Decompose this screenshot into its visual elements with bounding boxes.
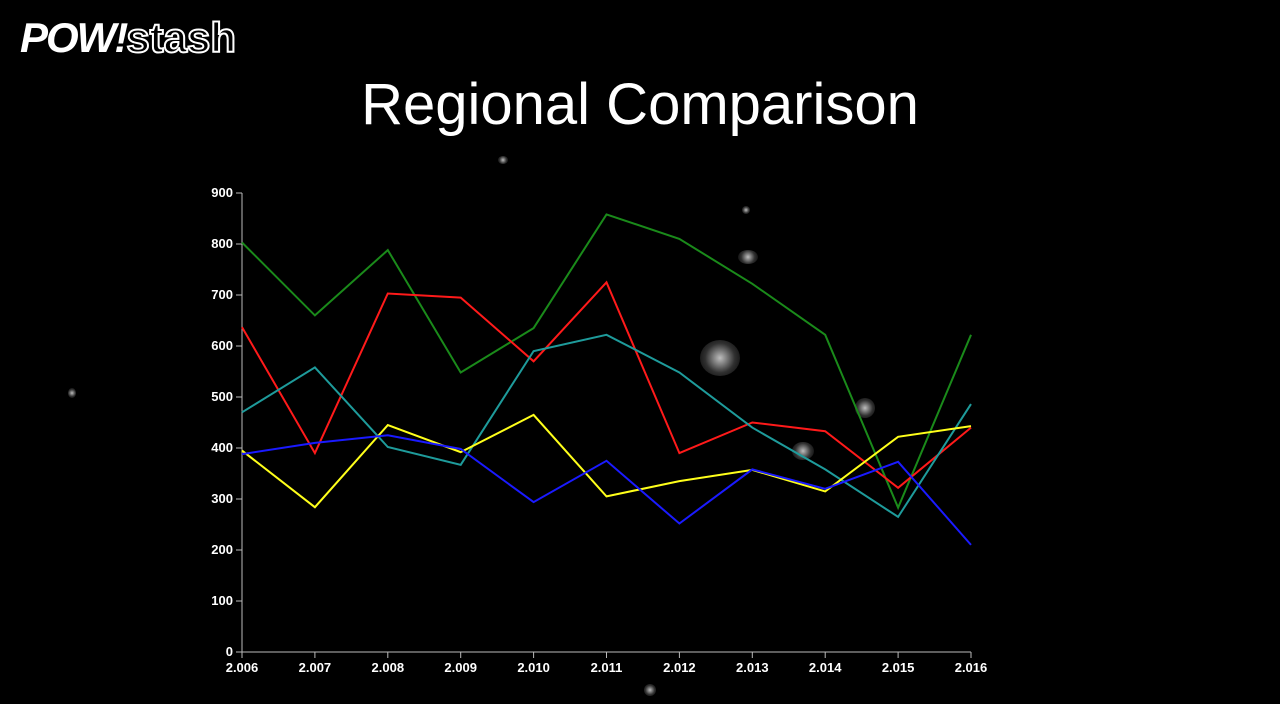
series-line-2: [241, 280, 972, 490]
x-tick-label: 2.014: [809, 660, 842, 675]
x-tick-label: 2.010: [517, 660, 550, 675]
y-tick-label: 900: [211, 185, 233, 200]
series-line-1: [241, 213, 972, 511]
powstash-logo: POW!stash: [20, 12, 237, 64]
x-tick-label: 2.007: [299, 660, 332, 675]
x-tick-label: 2.015: [882, 660, 915, 675]
x-tick-label: 2.006: [226, 660, 259, 675]
x-tick-label: 2.013: [736, 660, 769, 675]
y-tick-label: 600: [211, 338, 233, 353]
logo-pow-text: POW!: [20, 14, 128, 61]
x-tick-label: 2.008: [372, 660, 405, 675]
y-tick-label: 700: [211, 287, 233, 302]
y-tick-label: 200: [211, 542, 233, 557]
speck-icon: [742, 206, 750, 214]
y-tick-label: 500: [211, 389, 233, 404]
y-tick-label: 0: [226, 644, 233, 659]
speck-icon: [498, 156, 508, 164]
y-tick-label: 300: [211, 491, 233, 506]
y-tick-label: 100: [211, 593, 233, 608]
y-tick-label: 400: [211, 440, 233, 455]
x-tick-label: 2.012: [663, 660, 696, 675]
series-line-3: [241, 333, 972, 519]
series-line-4: [241, 413, 972, 509]
x-tick-label: 2.016: [955, 660, 988, 675]
speck-icon: [644, 684, 656, 696]
speck-icon: [792, 442, 814, 460]
speck-icon: [855, 398, 875, 418]
speck-icon: [68, 388, 76, 398]
page-title: Regional Comparison: [361, 72, 919, 137]
x-tick-label: 2.011: [591, 660, 623, 675]
logo-stash-text: stash: [125, 13, 237, 62]
speck-icon: [700, 340, 740, 376]
series-line-5: [241, 434, 972, 546]
y-tick-label: 800: [211, 236, 233, 251]
x-tick-label: 2.009: [444, 660, 477, 675]
speck-icon: [738, 250, 758, 264]
